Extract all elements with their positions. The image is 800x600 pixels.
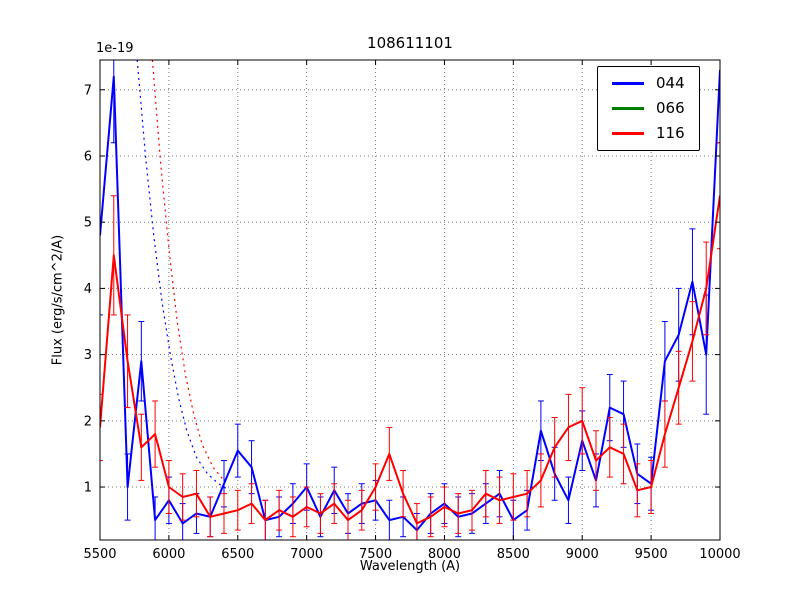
svg-text:9000: 9000 bbox=[566, 547, 599, 562]
svg-text:8000: 8000 bbox=[428, 547, 461, 562]
legend-item-066: 066 bbox=[612, 101, 685, 116]
legend-label: 066 bbox=[656, 99, 685, 117]
svg-text:6500: 6500 bbox=[221, 547, 254, 562]
svg-text:9500: 9500 bbox=[635, 547, 668, 562]
legend-line-116 bbox=[612, 132, 644, 135]
legend: 044 066 116 bbox=[597, 66, 700, 151]
legend-label: 116 bbox=[656, 124, 685, 142]
svg-text:1: 1 bbox=[84, 481, 92, 496]
svg-text:8500: 8500 bbox=[497, 547, 530, 562]
svg-text:7000: 7000 bbox=[290, 547, 323, 562]
svg-text:6000: 6000 bbox=[152, 547, 185, 562]
svg-text:7: 7 bbox=[84, 83, 92, 98]
svg-text:10000: 10000 bbox=[699, 547, 740, 562]
svg-text:5: 5 bbox=[84, 216, 92, 231]
svg-text:2: 2 bbox=[84, 414, 92, 429]
legend-item-044: 044 bbox=[612, 76, 685, 91]
svg-text:3: 3 bbox=[84, 348, 92, 363]
svg-text:7500: 7500 bbox=[359, 547, 392, 562]
legend-label: 044 bbox=[656, 74, 685, 92]
svg-text:4: 4 bbox=[84, 282, 92, 297]
plot-title: 108611101 bbox=[367, 34, 453, 52]
svg-text:6: 6 bbox=[84, 150, 92, 165]
legend-line-066 bbox=[612, 107, 644, 110]
y-axis-offset-label: 1e-19 bbox=[96, 41, 134, 56]
legend-line-044 bbox=[612, 82, 644, 85]
svg-text:5500: 5500 bbox=[83, 547, 116, 562]
y-axis-label: Flux (erg/s/cm^2/A) bbox=[50, 234, 66, 366]
x-axis-label: Wavelength (A) bbox=[359, 559, 461, 574]
legend-item-116: 116 bbox=[612, 126, 685, 141]
